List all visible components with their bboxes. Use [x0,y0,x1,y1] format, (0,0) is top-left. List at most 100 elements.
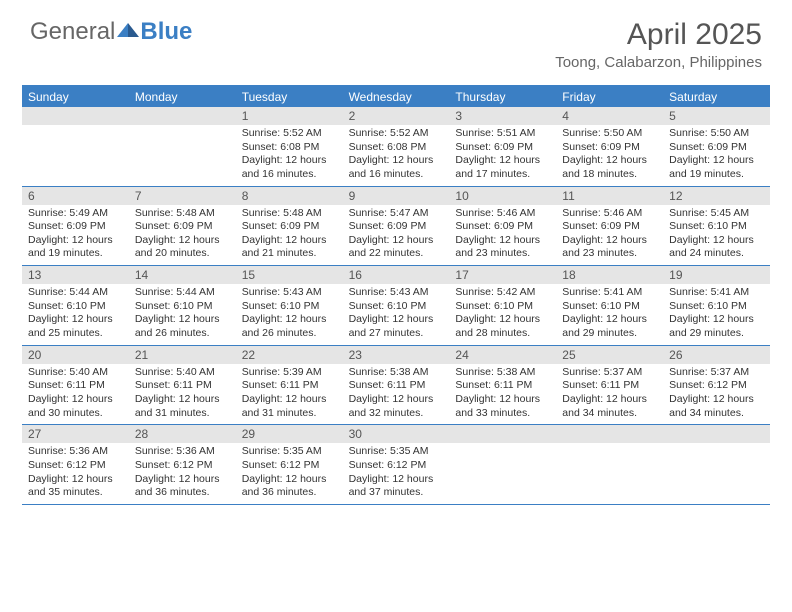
daylight-line: Daylight: 12 hours and 24 minutes. [669,234,764,261]
calendar: SundayMondayTuesdayWednesdayThursdayFrid… [22,85,770,505]
daylight-line: Daylight: 12 hours and 17 minutes. [455,154,550,181]
sunset-line: Sunset: 6:10 PM [669,220,764,234]
day-header: Wednesday [343,87,450,107]
cell-body: Sunrise: 5:37 AMSunset: 6:12 PMDaylight:… [663,364,770,425]
sunrise-line: Sunrise: 5:35 AM [349,445,444,459]
sunset-line: Sunset: 6:11 PM [135,379,230,393]
cell-body: Sunrise: 5:44 AMSunset: 6:10 PMDaylight:… [22,284,129,345]
sunset-line: Sunset: 6:09 PM [562,141,657,155]
day-header: Friday [556,87,663,107]
day-number: 20 [22,346,129,364]
day-number [129,107,236,125]
sunrise-line: Sunrise: 5:52 AM [349,127,444,141]
day-number: 26 [663,346,770,364]
calendar-cell: 14Sunrise: 5:44 AMSunset: 6:10 PMDayligh… [129,266,236,345]
sunrise-line: Sunrise: 5:49 AM [28,207,123,221]
cell-body: Sunrise: 5:37 AMSunset: 6:11 PMDaylight:… [556,364,663,425]
sunrise-line: Sunrise: 5:42 AM [455,286,550,300]
day-number: 4 [556,107,663,125]
day-number: 6 [22,187,129,205]
daylight-line: Daylight: 12 hours and 26 minutes. [242,313,337,340]
daylight-line: Daylight: 12 hours and 31 minutes. [242,393,337,420]
calendar-cell: 29Sunrise: 5:35 AMSunset: 6:12 PMDayligh… [236,425,343,504]
calendar-cell [22,107,129,186]
calendar-cell: 20Sunrise: 5:40 AMSunset: 6:11 PMDayligh… [22,346,129,425]
sunset-line: Sunset: 6:10 PM [455,300,550,314]
sunrise-line: Sunrise: 5:43 AM [349,286,444,300]
daylight-line: Daylight: 12 hours and 22 minutes. [349,234,444,261]
day-header: Monday [129,87,236,107]
sunset-line: Sunset: 6:10 PM [562,300,657,314]
calendar-cell: 10Sunrise: 5:46 AMSunset: 6:09 PMDayligh… [449,187,556,266]
logo-text-general: General [30,18,115,46]
day-header: Sunday [22,87,129,107]
day-number: 12 [663,187,770,205]
daylight-line: Daylight: 12 hours and 34 minutes. [562,393,657,420]
sunrise-line: Sunrise: 5:52 AM [242,127,337,141]
calendar-cell: 2Sunrise: 5:52 AMSunset: 6:08 PMDaylight… [343,107,450,186]
sunrise-line: Sunrise: 5:50 AM [669,127,764,141]
day-number [449,425,556,443]
week-row: 1Sunrise: 5:52 AMSunset: 6:08 PMDaylight… [22,107,770,187]
location-text: Toong, Calabarzon, Philippines [555,54,762,71]
calendar-cell: 22Sunrise: 5:39 AMSunset: 6:11 PMDayligh… [236,346,343,425]
day-number: 22 [236,346,343,364]
day-number: 17 [449,266,556,284]
calendar-cell: 4Sunrise: 5:50 AMSunset: 6:09 PMDaylight… [556,107,663,186]
cell-body: Sunrise: 5:46 AMSunset: 6:09 PMDaylight:… [449,205,556,266]
sunset-line: Sunset: 6:08 PM [242,141,337,155]
day-header: Tuesday [236,87,343,107]
day-number: 28 [129,425,236,443]
sunset-line: Sunset: 6:12 PM [669,379,764,393]
cell-body: Sunrise: 5:41 AMSunset: 6:10 PMDaylight:… [556,284,663,345]
day-number: 16 [343,266,450,284]
day-number: 21 [129,346,236,364]
day-number: 7 [129,187,236,205]
sunset-line: Sunset: 6:11 PM [562,379,657,393]
sunset-line: Sunset: 6:11 PM [242,379,337,393]
sunset-line: Sunset: 6:09 PM [28,220,123,234]
sunset-line: Sunset: 6:10 PM [242,300,337,314]
cell-body: Sunrise: 5:52 AMSunset: 6:08 PMDaylight:… [236,125,343,186]
calendar-cell: 28Sunrise: 5:36 AMSunset: 6:12 PMDayligh… [129,425,236,504]
sunset-line: Sunset: 6:09 PM [562,220,657,234]
calendar-cell [556,425,663,504]
sunset-line: Sunset: 6:11 PM [455,379,550,393]
calendar-cell: 30Sunrise: 5:35 AMSunset: 6:12 PMDayligh… [343,425,450,504]
daylight-line: Daylight: 12 hours and 27 minutes. [349,313,444,340]
calendar-cell: 11Sunrise: 5:46 AMSunset: 6:09 PMDayligh… [556,187,663,266]
daylight-line: Daylight: 12 hours and 20 minutes. [135,234,230,261]
day-header-row: SundayMondayTuesdayWednesdayThursdayFrid… [22,87,770,107]
sunrise-line: Sunrise: 5:41 AM [562,286,657,300]
sunrise-line: Sunrise: 5:47 AM [349,207,444,221]
cell-body: Sunrise: 5:52 AMSunset: 6:08 PMDaylight:… [343,125,450,186]
cell-body: Sunrise: 5:42 AMSunset: 6:10 PMDaylight:… [449,284,556,345]
calendar-cell: 24Sunrise: 5:38 AMSunset: 6:11 PMDayligh… [449,346,556,425]
cell-body: Sunrise: 5:35 AMSunset: 6:12 PMDaylight:… [343,443,450,504]
day-number: 11 [556,187,663,205]
logo: General Blue [30,18,192,46]
calendar-cell: 27Sunrise: 5:36 AMSunset: 6:12 PMDayligh… [22,425,129,504]
daylight-line: Daylight: 12 hours and 23 minutes. [455,234,550,261]
day-number: 15 [236,266,343,284]
sunrise-line: Sunrise: 5:44 AM [28,286,123,300]
day-number: 23 [343,346,450,364]
daylight-line: Daylight: 12 hours and 26 minutes. [135,313,230,340]
sunrise-line: Sunrise: 5:37 AM [669,366,764,380]
cell-body: Sunrise: 5:47 AMSunset: 6:09 PMDaylight:… [343,205,450,266]
sunrise-line: Sunrise: 5:48 AM [242,207,337,221]
calendar-cell: 13Sunrise: 5:44 AMSunset: 6:10 PMDayligh… [22,266,129,345]
cell-body: Sunrise: 5:45 AMSunset: 6:10 PMDaylight:… [663,205,770,266]
cell-body: Sunrise: 5:38 AMSunset: 6:11 PMDaylight:… [343,364,450,425]
cell-body: Sunrise: 5:35 AMSunset: 6:12 PMDaylight:… [236,443,343,504]
calendar-cell: 3Sunrise: 5:51 AMSunset: 6:09 PMDaylight… [449,107,556,186]
sunrise-line: Sunrise: 5:36 AM [28,445,123,459]
sunset-line: Sunset: 6:12 PM [135,459,230,473]
daylight-line: Daylight: 12 hours and 25 minutes. [28,313,123,340]
sunrise-line: Sunrise: 5:40 AM [135,366,230,380]
day-number: 9 [343,187,450,205]
cell-body: Sunrise: 5:51 AMSunset: 6:09 PMDaylight:… [449,125,556,186]
header: General Blue April 2025 Toong, Calabarzo… [0,0,792,79]
calendar-cell: 6Sunrise: 5:49 AMSunset: 6:09 PMDaylight… [22,187,129,266]
day-number [663,425,770,443]
